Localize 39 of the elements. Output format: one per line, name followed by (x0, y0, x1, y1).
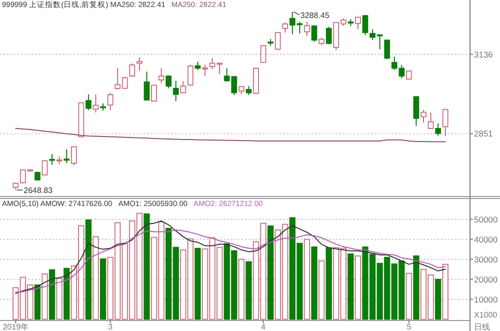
y-tick-label: 10000 (474, 294, 498, 304)
bar (48, 269, 56, 320)
x-tick-label: 3 (108, 322, 114, 331)
y-tick-label: 40000 (474, 234, 498, 244)
y-tick-label: 2851 (474, 128, 494, 139)
bar (42, 273, 48, 320)
bar (304, 238, 310, 320)
text: X1000 (474, 310, 498, 320)
bar (318, 260, 325, 320)
bar (194, 248, 201, 320)
bar (413, 255, 420, 320)
bar (354, 255, 362, 320)
bar (144, 213, 150, 320)
y-tick-label: 3136 (474, 49, 494, 60)
bar (246, 261, 252, 320)
x-tick-label: 5 (406, 322, 412, 331)
bar (326, 247, 332, 320)
bar (85, 219, 92, 320)
y-tick-label: 20000 (474, 274, 498, 284)
x-tick-label: 4 (261, 322, 266, 331)
bar (100, 258, 106, 320)
bar (64, 268, 70, 320)
annotation: 3288.45 (300, 10, 330, 20)
bar (442, 264, 448, 320)
y-tick-label: 30000 (474, 254, 498, 264)
bar (348, 253, 354, 320)
bar (311, 246, 318, 320)
bar (435, 278, 442, 320)
annotation: 2648.83 (24, 186, 54, 196)
bar (238, 258, 244, 320)
line-series (15, 128, 446, 142)
bar (56, 278, 62, 320)
bar (406, 272, 412, 320)
bar (92, 236, 99, 320)
bar (34, 284, 41, 320)
text: 日线 (474, 322, 490, 331)
bar (267, 225, 274, 320)
x-tick-label: 2019年 (2, 322, 29, 331)
y-tick-label: 50000 (474, 214, 498, 224)
